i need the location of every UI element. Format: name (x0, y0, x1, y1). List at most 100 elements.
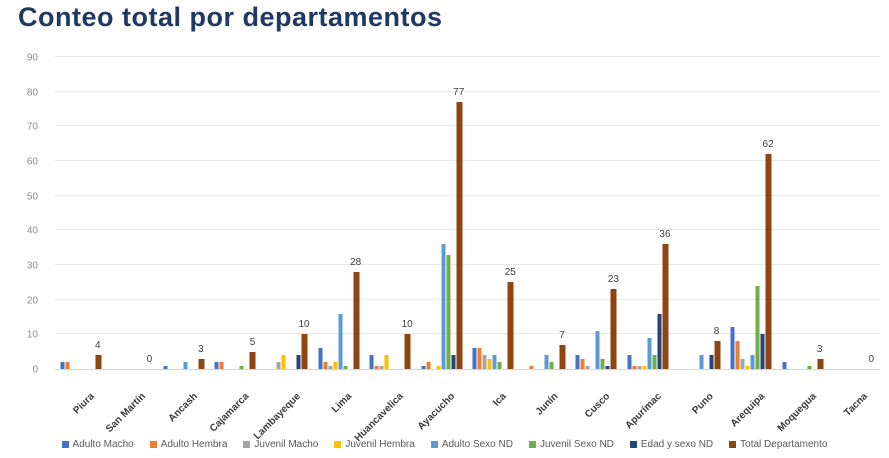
bar-adulto-hembra (219, 362, 224, 369)
bar-total-departamento (95, 355, 102, 369)
bar-juvenil-macho (328, 365, 333, 369)
total-data-label: 0 (146, 354, 153, 365)
bar-adulto-hembra (632, 365, 637, 369)
bar-group-lambayeque: 10 Lambayeque (252, 57, 313, 442)
bar-adulto-sexo-nd (441, 244, 446, 369)
bar-group-huancavelica: 10 Huancavelica (353, 57, 416, 444)
bar-group-cusco: 23 Cusco (571, 57, 623, 420)
x-axis-category-label: Apurímac (623, 391, 664, 432)
y-axis: 0 10 20 30 40 50 60 70 80 90 (0, 53, 46, 376)
bar-adulto-hembra (323, 362, 328, 369)
x-axis-category-label: Lambayeque (251, 391, 303, 443)
x-axis-category-label: Puno (689, 391, 716, 417)
bars (679, 341, 721, 369)
bar-adulto-macho (163, 365, 168, 369)
y-axis-tick-label: 0 (32, 364, 38, 376)
bar-adulto-hembra (426, 362, 431, 369)
bar-total-departamento (714, 341, 721, 369)
total-data-label: 36 (659, 229, 671, 241)
bar-edad-y-sexo-nd (760, 334, 765, 369)
bar-juvenil-sexo-nd (446, 254, 451, 369)
bars (730, 154, 772, 369)
bar-total-departamento (301, 334, 308, 369)
bar-juvenil-hembra (281, 355, 286, 369)
bar-group-apur-mac: 36 Apurímac (622, 57, 674, 431)
x-axis-category-label: Arequipa (728, 391, 767, 430)
total-data-label: 10 (298, 319, 310, 331)
bar-group-san-mart-n: 0 San Martín (104, 57, 159, 435)
total-data-label: 10 (401, 319, 413, 331)
bar-group-ayacucho: 77 Ayacucho (416, 57, 468, 432)
bars (318, 271, 360, 369)
bars (214, 351, 256, 369)
bars (267, 334, 308, 369)
bar-juvenil-sexo-nd (497, 362, 502, 369)
bar-juvenil-macho (585, 365, 590, 369)
bar-adulto-sexo-nd (699, 355, 704, 369)
bar-group-cajamarca: 5 Cajamarca (208, 57, 262, 435)
bars (627, 244, 669, 369)
bar-total-departamento (817, 358, 824, 369)
bar-adulto-sexo-nd (647, 337, 652, 369)
bar-adulto-hembra (735, 341, 740, 369)
bar-juvenil-sexo-nd (652, 355, 657, 369)
x-axis-category-label: San Martín (104, 391, 149, 435)
legend-item-adulto-hembra: Adulto Hembra (149, 439, 228, 450)
gridline (55, 125, 880, 127)
bars (421, 102, 463, 369)
x-axis-category-label: Piura (71, 391, 97, 417)
legend-item-juvenil-sexo-nd: Juvenil Sexo ND (528, 439, 614, 450)
bar-adulto-macho (627, 355, 632, 369)
bar-total-departamento (353, 271, 360, 369)
total-data-label: 62 (762, 139, 774, 151)
bar-adulto-sexo-nd (183, 362, 188, 369)
total-data-label: 25 (504, 267, 516, 279)
bar-adulto-macho (369, 355, 374, 369)
y-axis-tick-label: 30 (26, 260, 38, 272)
legend-swatch-icon (149, 441, 157, 448)
legend-swatch-icon (528, 441, 536, 448)
legend-item-edad-y-sexo-nd: Edad y sexo ND (629, 439, 713, 450)
bar-total-departamento (249, 351, 256, 369)
x-axis-category-label: Ayacucho (416, 391, 458, 433)
total-data-label: 23 (607, 274, 619, 286)
bar-adulto-macho (730, 327, 735, 369)
y-axis-tick-label: 70 (26, 121, 38, 133)
plot-area: 4 Piura 0 San Martín 3 Ancash 5 Cajamarca 10 Lamb… (55, 56, 880, 444)
bars (369, 334, 411, 369)
bar-total-departamento (610, 289, 617, 369)
legend-item-juvenil-hembra: Juvenil Hembra (334, 439, 415, 450)
legend-label: Juvenil Sexo ND (539, 439, 614, 450)
bars (163, 358, 205, 369)
y-axis-tick-label: 50 (26, 191, 38, 203)
bar-total-departamento (198, 358, 205, 369)
legend-label: Total Departamento (740, 439, 828, 450)
legend-item-adulto-sexo-nd: Adulto Sexo ND (430, 439, 513, 450)
gridline (55, 333, 880, 335)
legend-item-juvenil-macho: Juvenil Macho (243, 439, 318, 450)
legend-swatch-icon (430, 441, 438, 448)
x-axis-category-label: Ica (491, 391, 510, 409)
bar-group-lima: 28 Lima (313, 57, 365, 415)
legend-label: Adulto Hembra (160, 439, 228, 450)
bar-group-moquegua: 3 Moquegua (775, 57, 829, 434)
legend: Adulto Macho Adulto Hembra Juvenil Macho Ju… (0, 439, 889, 450)
legend-swatch-icon (334, 441, 342, 448)
bar-juvenil-sexo-nd (343, 365, 348, 369)
bar-juvenil-hembra (436, 365, 441, 369)
bar-adulto-hembra (374, 365, 379, 369)
y-axis-tick-label: 10 (26, 329, 38, 341)
bar-adulto-macho (421, 365, 426, 369)
legend-label: Juvenil Hembra (345, 439, 415, 450)
bar-juvenil-macho (482, 355, 487, 369)
gridline (55, 298, 880, 300)
bar-juvenil-hembra (745, 365, 750, 369)
legend-item-total-departamento: Total Departamento (729, 439, 827, 450)
legend-label: Adulto Sexo ND (441, 439, 513, 450)
bar-juvenil-sexo-nd (755, 285, 760, 369)
bars (575, 289, 617, 369)
total-data-label: 8 (713, 326, 720, 338)
bar-adulto-macho (318, 348, 323, 369)
bars (60, 355, 102, 369)
bar-total-departamento (765, 154, 772, 369)
